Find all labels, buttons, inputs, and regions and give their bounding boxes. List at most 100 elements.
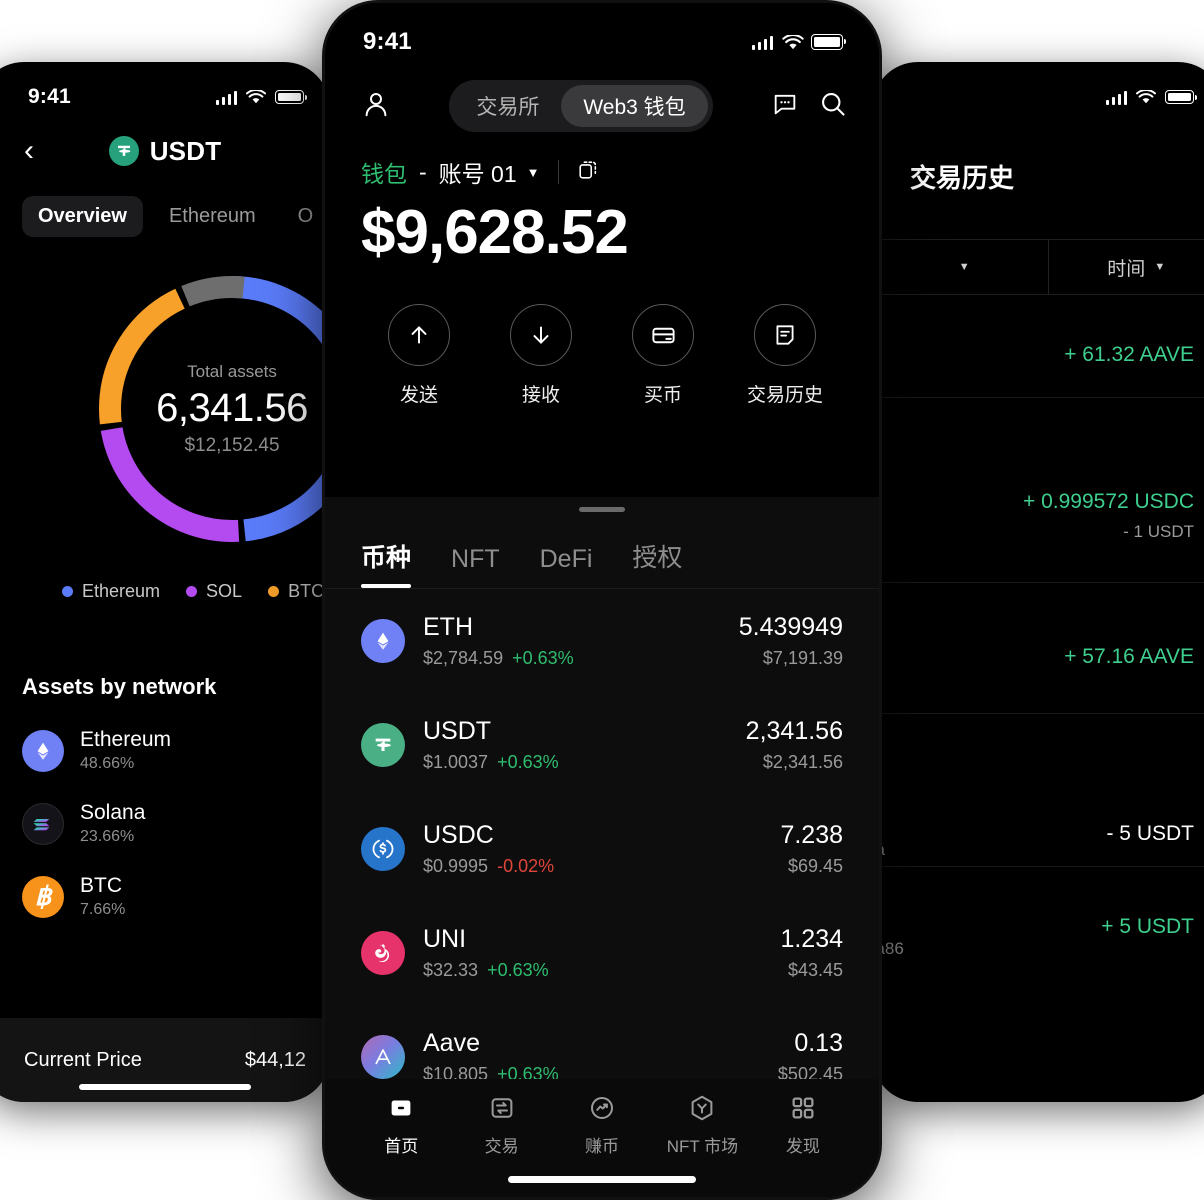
home-indicator bbox=[508, 1176, 696, 1183]
tab-ethereum[interactable]: Ethereum bbox=[168, 205, 256, 227]
token-amount: 2,341.56 bbox=[745, 717, 843, 745]
network-row-ethereum[interactable]: Ethereum 48.66% bbox=[0, 728, 330, 773]
list-item[interactable]: USDT $1.0037 +0.63% 2,341.56 $2,341.56 bbox=[361, 693, 843, 797]
tab-trade[interactable]: 交易 bbox=[451, 1093, 551, 1157]
top-icon-group bbox=[771, 90, 847, 123]
status-time: 9:41 bbox=[28, 85, 71, 108]
assets-sheet: 币种 NFT DeFi 授权 ETH $2,784.59 bbox=[325, 497, 879, 1079]
legend-label: BTC bbox=[288, 581, 325, 601]
token-list: ETH $2,784.59 +0.63% 5.439949 $7,191.39 bbox=[325, 589, 879, 1079]
token-amount: 0.13 bbox=[794, 1029, 843, 1057]
arrow-up-icon bbox=[388, 304, 450, 366]
sheet-grabber[interactable] bbox=[579, 507, 625, 512]
tether-icon bbox=[108, 136, 139, 166]
token-change: +0.63% bbox=[497, 752, 559, 772]
network-name: BTC bbox=[80, 874, 122, 897]
token-change: +0.63% bbox=[487, 960, 549, 980]
sheet-tabs: 币种 NFT DeFi 授权 bbox=[325, 512, 879, 589]
status-bar-center: 9:41 bbox=[325, 3, 879, 59]
legend-label: Ethereum bbox=[82, 581, 161, 601]
quick-actions: 发送 接收 bbox=[325, 268, 879, 407]
transaction-history-screen: 交易历史 ▼ 时间 ▼ + 61.32 AAVE + 0.999572 USDC… bbox=[872, 62, 1204, 1102]
donut-label: Total assets bbox=[187, 361, 277, 381]
tab-label: 交易 bbox=[484, 1137, 519, 1156]
earn-icon bbox=[591, 1097, 614, 1119]
table-row[interactable]: + 57.16 AAVE bbox=[872, 583, 1204, 714]
status-icons bbox=[1105, 89, 1197, 105]
token-price: $0.9995 bbox=[423, 856, 489, 876]
token-symbol: Aave bbox=[423, 1029, 480, 1057]
current-price-value: $44,12 bbox=[244, 1048, 306, 1071]
tx-amount: + 0.999572 USDC bbox=[1022, 490, 1194, 513]
tab-home[interactable]: 首页 bbox=[351, 1093, 451, 1157]
action-history[interactable]: 交易历史 bbox=[739, 304, 831, 407]
network-row-btc[interactable]: ฿ BTC 7.66% bbox=[0, 874, 330, 919]
wifi-icon bbox=[246, 89, 266, 105]
action-label: 交易历史 bbox=[746, 385, 823, 406]
token-change: -0.02% bbox=[497, 856, 555, 876]
network-text: Solana 23.66% bbox=[80, 801, 145, 846]
table-row[interactable]: + 5 USDT ba86 bbox=[872, 867, 1204, 959]
copy-icon[interactable] bbox=[577, 159, 599, 186]
chevron-down-icon: ▼ bbox=[958, 261, 970, 273]
tab-nft-market[interactable]: NFT 市场 bbox=[652, 1093, 752, 1157]
table-row[interactable]: - 5 USDT 0a bbox=[872, 714, 1204, 867]
phone-left: 9:41 ‹ USDT Over bbox=[0, 62, 330, 1102]
segment-web3-wallet[interactable]: Web3 钱包 bbox=[561, 85, 708, 127]
list-item[interactable]: Aave $10.805 +0.63% 0.13 $502.45 bbox=[361, 1005, 843, 1079]
search-icon[interactable] bbox=[819, 90, 847, 123]
token-price: $1.0037 bbox=[423, 752, 489, 772]
usdc-icon bbox=[361, 827, 405, 871]
filter-time[interactable]: 时间 ▼ bbox=[1047, 240, 1204, 294]
status-bar-left: 9:41 bbox=[0, 62, 330, 110]
chat-icon[interactable] bbox=[771, 90, 799, 123]
mode-segmented-control: 交易所 Web3 钱包 bbox=[449, 80, 713, 132]
home-indicator bbox=[79, 1084, 251, 1090]
network-name: Solana bbox=[80, 801, 146, 824]
token-values: 2,341.56 $2,341.56 bbox=[746, 717, 843, 773]
network-row-solana[interactable]: Solana 23.66% bbox=[0, 801, 330, 846]
tab-approvals[interactable]: 授权 bbox=[632, 544, 683, 572]
token-info: UNI $32.33 +0.63% bbox=[423, 925, 762, 981]
battery-icon bbox=[811, 34, 846, 50]
list-item[interactable]: UNI $32.33 +0.63% 1.234 $43.45 bbox=[361, 901, 843, 1005]
table-row[interactable]: + 0.999572 USDC - 1 USDT bbox=[872, 398, 1204, 583]
token-info: ETH $2,784.59 +0.63% bbox=[423, 613, 721, 669]
filter-type[interactable]: ▼ bbox=[872, 240, 1048, 294]
token-change: +0.63% bbox=[512, 648, 574, 668]
action-send[interactable]: 发送 bbox=[373, 304, 465, 407]
tab-nft[interactable]: NFT bbox=[451, 545, 500, 573]
tab-earn[interactable]: 赚币 bbox=[552, 1093, 652, 1157]
chevron-down-icon: ▼ bbox=[526, 164, 540, 180]
legend-dot-icon bbox=[186, 586, 198, 597]
table-row[interactable]: + 61.32 AAVE bbox=[872, 295, 1204, 398]
tab-defi[interactable]: DeFi bbox=[539, 545, 593, 573]
token-symbol: USDC bbox=[423, 821, 494, 849]
profile-icon[interactable] bbox=[361, 89, 391, 124]
chevron-left-icon[interactable]: ‹ bbox=[24, 134, 34, 167]
status-bar-right bbox=[872, 62, 1204, 110]
page-title: 交易历史 bbox=[910, 163, 1015, 193]
action-receive[interactable]: 接收 bbox=[495, 304, 587, 407]
token-amount: 1.234 bbox=[780, 925, 843, 953]
assets-by-network-title: Assets by network bbox=[22, 674, 217, 699]
tab-other[interactable]: O bbox=[297, 205, 314, 227]
aave-icon bbox=[361, 1035, 405, 1079]
token-info: USDT $1.0037 +0.63% bbox=[423, 717, 728, 773]
tab-discover[interactable]: 发现 bbox=[753, 1093, 853, 1157]
wallet-selector[interactable]: 钱包 - 账号 01 ▼ bbox=[325, 135, 879, 189]
network-pct: 7.66% bbox=[80, 901, 126, 918]
segment-exchange[interactable]: 交易所 bbox=[476, 96, 540, 119]
token-change: +0.63% bbox=[497, 1064, 559, 1079]
action-buy[interactable]: 买币 bbox=[617, 304, 709, 407]
list-item[interactable]: USDC $0.9995 -0.02% 7.238 $69.45 bbox=[361, 797, 843, 901]
battery-icon bbox=[275, 90, 307, 104]
signal-icon bbox=[751, 35, 773, 50]
token-symbol: UNI bbox=[423, 925, 467, 953]
top-bar: 交易所 Web3 钱包 bbox=[325, 59, 879, 135]
tab-overview[interactable]: Overview bbox=[22, 196, 143, 237]
token-meta: $2,784.59 +0.63% bbox=[423, 648, 721, 669]
phone-center: 9:41 交易所 Web3 钱包 bbox=[322, 0, 882, 1200]
list-item[interactable]: ETH $2,784.59 +0.63% 5.439949 $7,191.39 bbox=[361, 589, 843, 693]
tab-tokens[interactable]: 币种 bbox=[361, 538, 412, 588]
